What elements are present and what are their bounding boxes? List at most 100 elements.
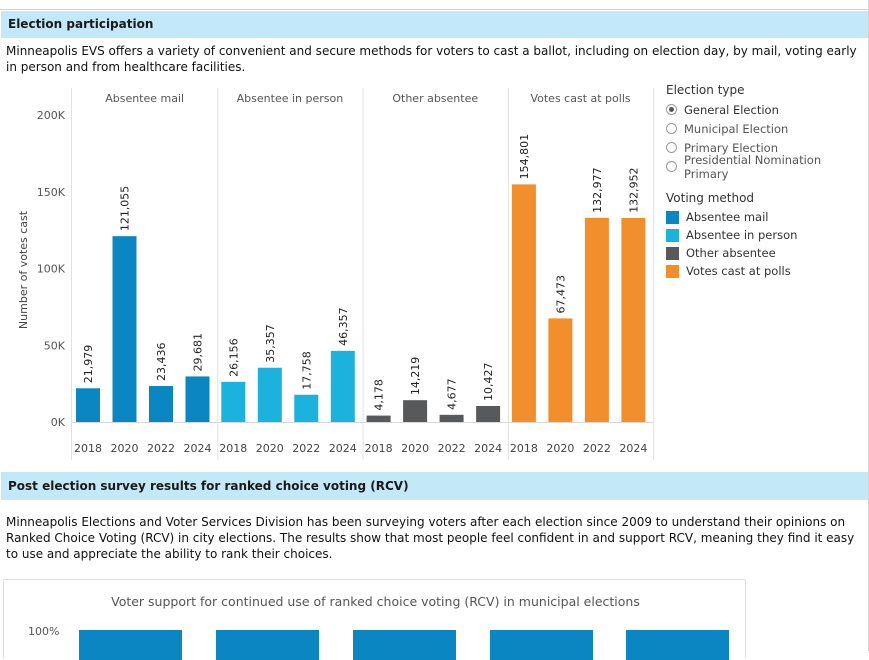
election-type-option-municipal[interactable]: Municipal Election [666, 119, 869, 138]
data-label: 26,156 [227, 338, 240, 377]
data-label: 4,677 [446, 378, 459, 410]
voting-method-legend: Voting method Absentee mail Absentee in … [666, 191, 797, 280]
panel-header: Other absentee [392, 92, 478, 105]
rcv-bar [216, 630, 319, 660]
x-tick-label: 2024 [329, 442, 357, 455]
radio-unchecked-icon[interactable] [666, 161, 677, 172]
bar [330, 350, 355, 422]
election-type-title: Election type [666, 83, 745, 97]
panel-header: Absentee mail [105, 92, 184, 105]
y-tick-label: 150K [37, 186, 66, 199]
data-label: 21,979 [82, 345, 95, 384]
x-tick-label: 2022 [147, 442, 175, 455]
election-type-option-primary[interactable]: Primary Election [666, 138, 869, 157]
election-type-label: General Election [684, 102, 779, 117]
bar [257, 367, 282, 422]
panel-header: Votes cast at polls [530, 92, 630, 105]
data-label: 132,952 [627, 167, 640, 213]
election-type-filter: Election type General Election Municipal… [666, 83, 869, 181]
x-tick-label: 2024 [619, 442, 647, 455]
data-label: 46,357 [337, 307, 350, 346]
data-label: 154,801 [518, 134, 531, 180]
bar [584, 217, 609, 422]
rcv-bar [490, 630, 593, 660]
rcv-survey-description: Minneapolis Elections and Voter Services… [6, 515, 855, 561]
x-tick-label: 2020 [401, 442, 429, 455]
election-type-label: Presidential Nomination Primary [684, 152, 822, 181]
bar [366, 415, 391, 422]
x-tick-label: 2020 [256, 442, 284, 455]
x-tick-label: 2024 [474, 442, 502, 455]
radio-unchecked-icon[interactable] [666, 142, 677, 153]
legend-label: Absentee mail [686, 210, 769, 224]
legend-label: Votes cast at polls [686, 264, 791, 278]
swatch-icon [666, 210, 679, 224]
x-tick-label: 2018 [219, 442, 247, 455]
legend-item-absentee-mail[interactable]: Absentee mail [666, 208, 797, 226]
election-type-option-presidential-primary[interactable]: Presidential Nomination Primary [666, 153, 869, 181]
legend-item-absentee-in-person[interactable]: Absentee in person [666, 226, 797, 244]
bar [112, 236, 137, 422]
data-label: 29,681 [192, 333, 205, 372]
swatch-icon [666, 228, 679, 242]
window-top-border [0, 0, 869, 10]
x-tick-label: 2020 [546, 442, 574, 455]
data-label: 67,473 [554, 275, 567, 314]
election-participation-header: Election participation [1, 11, 868, 38]
y-axis-title: Number of votes cast [17, 210, 30, 329]
data-label: 17,758 [300, 351, 313, 390]
legend-item-other-absentee[interactable]: Other absentee [666, 244, 797, 262]
data-label: 121,055 [119, 186, 132, 232]
bar [439, 414, 464, 422]
x-tick-label: 2022 [583, 442, 611, 455]
bar [221, 381, 246, 422]
data-label: 132,977 [591, 167, 604, 213]
bar [294, 394, 319, 422]
bar [511, 184, 536, 422]
x-tick-label: 2020 [111, 442, 139, 455]
rcv-bar [79, 630, 182, 660]
swatch-icon [666, 264, 679, 278]
radio-unchecked-icon[interactable] [666, 123, 677, 134]
y-tick-label: 200K [37, 109, 66, 122]
x-tick-label: 2022 [438, 442, 466, 455]
panel-header: Absentee in person [237, 92, 344, 105]
y-tick-label: 50K [44, 339, 66, 352]
bar [476, 405, 501, 422]
bar [621, 217, 646, 422]
rcv-bar [353, 630, 456, 660]
election-type-label: Municipal Election [684, 121, 789, 136]
x-tick-label: 2022 [292, 442, 320, 455]
bar [185, 376, 210, 422]
legend-label: Other absentee [686, 246, 776, 260]
rcv-support-chart: Voter support for continued use of ranke… [3, 579, 746, 660]
data-label: 23,436 [155, 343, 168, 382]
bar [548, 318, 573, 422]
rcv-y-tick-label: 100% [28, 625, 60, 638]
data-label: 4,178 [373, 379, 386, 411]
bar [149, 386, 173, 422]
y-tick-label: 0K [51, 416, 66, 429]
election-type-label: Primary Election [684, 140, 778, 155]
rcv-survey-header: Post election survey results for ranked … [1, 472, 868, 500]
legend-item-votes-at-polls[interactable]: Votes cast at polls [666, 262, 797, 280]
election-participation-description: Minneapolis EVS offers a variety of conv… [6, 44, 857, 74]
x-tick-label: 2018 [510, 442, 538, 455]
data-label: 10,427 [482, 362, 495, 400]
rcv-bar [626, 630, 729, 660]
data-label: 35,357 [264, 324, 277, 363]
votes-by-method-chart: Number of votes cast 0K 50K 100K 150K 200K Abs… [17, 88, 655, 460]
election-type-option-general[interactable]: General Election [666, 100, 869, 119]
y-tick-label: 100K [37, 263, 66, 276]
legend-label: Absentee in person [686, 228, 798, 242]
bar [403, 400, 428, 422]
data-label: 14,219 [409, 357, 422, 396]
swatch-icon [666, 246, 679, 260]
x-tick-label: 2018 [74, 442, 102, 455]
bar [76, 388, 100, 422]
x-tick-label: 2018 [365, 442, 393, 455]
voting-method-title: Voting method [666, 191, 755, 205]
x-tick-label: 2024 [184, 442, 212, 455]
rcv-chart-title: Voter support for continued use of ranke… [111, 594, 640, 609]
radio-checked-icon[interactable] [666, 104, 677, 115]
